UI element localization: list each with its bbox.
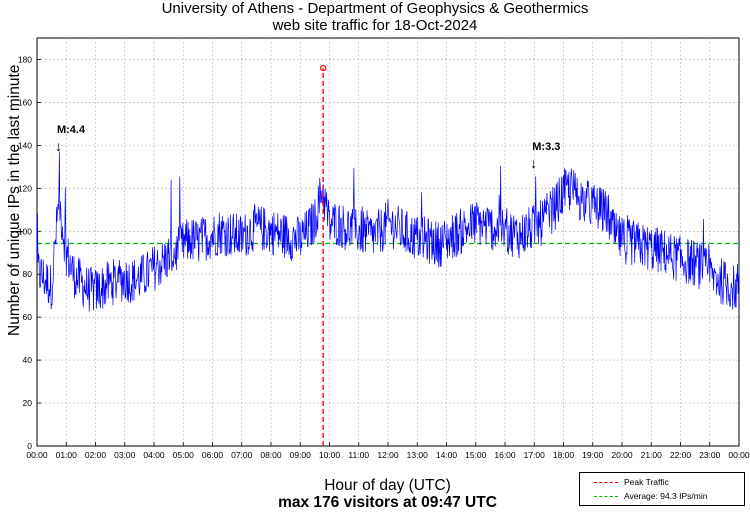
x-tick-label: 01:00 [56,450,78,460]
legend-swatch-peak [594,481,618,483]
x-tick-label: 03:00 [114,450,136,460]
y-tick-label: 40 [23,355,33,365]
x-tick-label: 21:00 [641,450,663,460]
traffic-chart: 0 20 40 60 80 100 120 140 160 180 00:00 01:00 02:00… [18,37,750,460]
y-tick-label: 80 [23,269,33,279]
x-tick-label: 11:00 [348,450,369,460]
x-tick-label: 06:00 [202,450,224,460]
legend-item-peak: Peak Traffic [580,476,669,488]
x-axis-ticks: 00:00 01:00 02:00 03:00 04:00 05:00 06:00 07:00… [26,442,750,460]
x-tick-label: 14:00 [436,450,458,460]
down-arrow-icon: ↓ [530,155,538,172]
y-axis-label: Number of unique IPs in the last minute [6,64,23,336]
x-tick-label: 16:00 [494,450,516,460]
annotation-magnitude-2: M:3.3 [532,141,561,154]
x-tick-label: 07:00 [231,450,253,460]
y-tick-label: 60 [23,312,33,322]
x-tick-label: 19:00 [582,450,604,460]
traffic-series-line [36,151,740,312]
max-visitors-footer: max 176 visitors at 09:47 UTC [278,494,497,511]
x-tick-label: 08:00 [260,450,282,460]
grid-lines [37,38,739,446]
chart-title: University of Athens - Department of Geo… [161,0,589,17]
x-tick-label: 00:00 [26,450,48,460]
y-axis-ticks: 0 20 40 60 80 100 120 140 160 180 [18,54,41,451]
y-tick-label: 140 [18,140,32,150]
legend-swatch-average [594,495,618,497]
legend-label-peak: Peak Traffic [624,477,669,487]
y-tick-label: 100 [18,226,32,236]
y-tick-label: 20 [23,398,33,408]
x-tick-label: 20:00 [611,450,633,460]
y-tick-label: 0 [27,441,32,451]
x-tick-label: 12:00 [377,450,399,460]
x-tick-label: 23:00 [699,450,721,460]
annotation-magnitude-1: M:4.4 [56,123,86,136]
x-tick-label: 00:00 [728,450,750,460]
legend: Peak Traffic Average: 94.3 IPs/min [579,472,745,506]
legend-label-average: Average: 94.3 IPs/min [624,491,708,501]
x-tick-label: 05:00 [173,450,195,460]
x-tick-label: 10:00 [319,450,341,460]
x-tick-label: 17:00 [524,450,546,460]
x-axis-label: Hour of day (UTC) [324,477,451,494]
legend-item-average: Average: 94.3 IPs/min [580,490,707,502]
x-tick-label: 15:00 [465,450,487,460]
x-tick-label: 02:00 [85,450,107,460]
x-tick-label: 04:00 [143,450,165,460]
x-tick-label: 22:00 [670,450,692,460]
down-arrow-icon: ↓ [54,137,62,154]
chart-subtitle: web site traffic for 18-Oct-2024 [272,17,478,34]
x-tick-label: 18:00 [553,450,575,460]
y-tick-label: 120 [18,183,32,193]
y-tick-label: 180 [18,54,32,64]
series-group [36,64,740,446]
peak-marker [320,64,327,72]
x-tick-label: 09:00 [290,450,312,460]
x-tick-label: 13:00 [407,450,429,460]
y-tick-label: 160 [18,97,32,107]
